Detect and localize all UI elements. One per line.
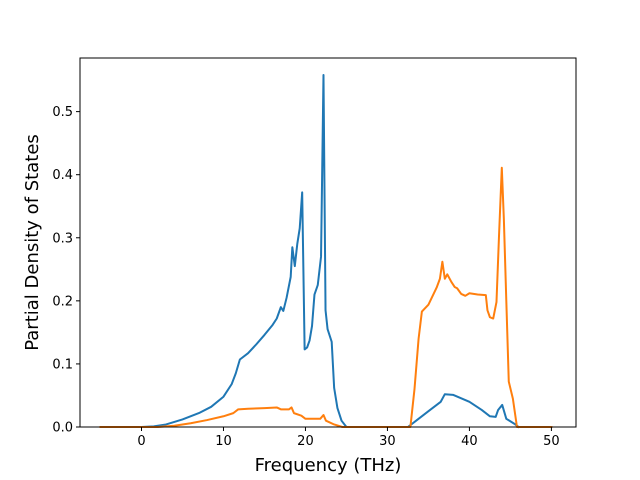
- y-tick-label: 0.3: [52, 231, 73, 246]
- y-tick-label: 0.2: [52, 294, 73, 309]
- x-tick-label: 20: [297, 434, 314, 449]
- plot-frame: [79, 57, 577, 428]
- y-axis-label: Partial Density of States: [22, 134, 43, 351]
- x-tick-label: 30: [379, 434, 396, 449]
- x-axis-label: Frequency (THz): [255, 455, 402, 476]
- y-tick-label: 0.4: [52, 168, 73, 183]
- x-tick-label: 40: [461, 434, 478, 449]
- y-tick-label: 0.0: [52, 421, 73, 436]
- y-tick-label: 0.5: [52, 105, 73, 120]
- x-tick-label: 50: [543, 434, 560, 449]
- x-tick-label: 0: [137, 434, 145, 449]
- x-tick-label: 10: [215, 434, 232, 449]
- axis-ticks: 0 10 20 30 40 50 0.0 0.1 0.2 0.3 0.4 0.5: [52, 105, 559, 449]
- series-line-2: [99, 166, 553, 428]
- y-tick-label: 0.1: [52, 357, 73, 372]
- series-lines: [99, 74, 553, 429]
- series-line-1: [99, 74, 521, 429]
